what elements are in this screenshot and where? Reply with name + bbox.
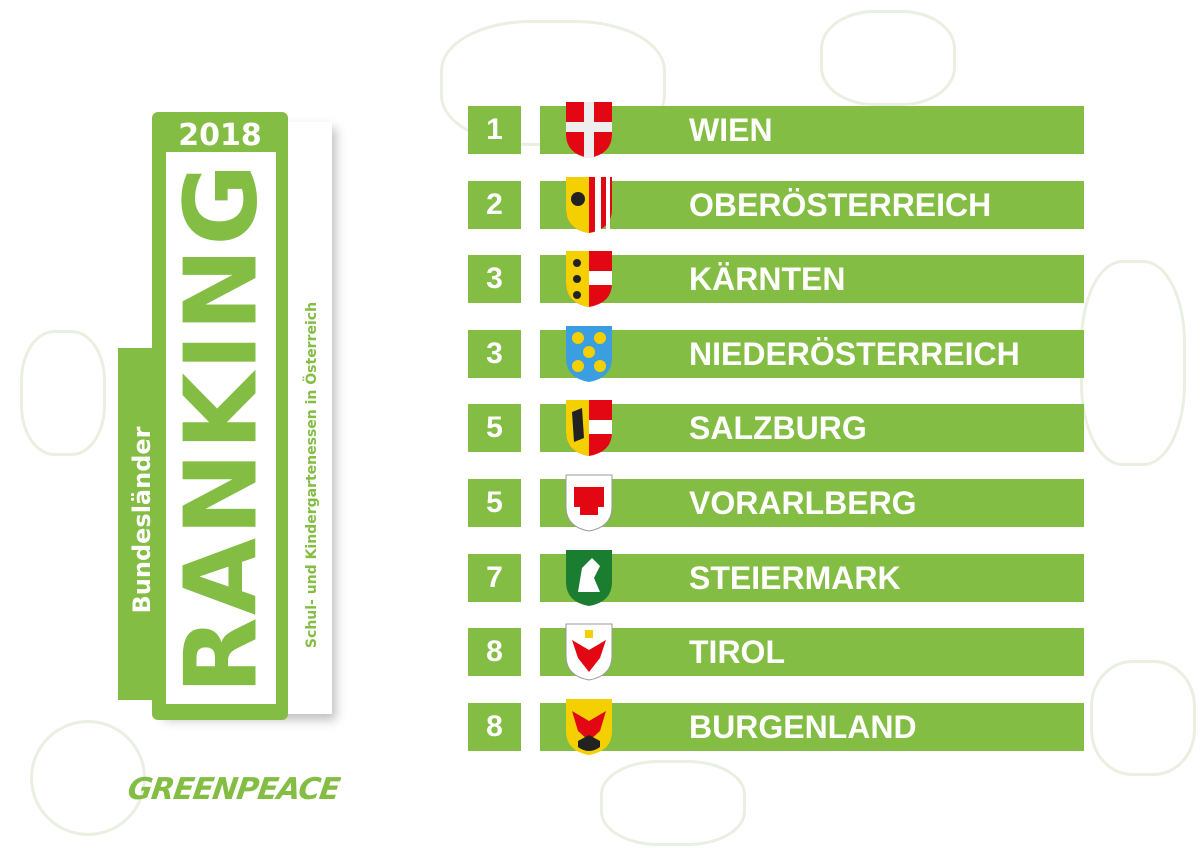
state-bar <box>540 702 1084 751</box>
ranking-row: 8 BURGENLAND <box>468 698 1084 755</box>
state-name: TIROL <box>689 634 785 671</box>
state-bar <box>540 628 1084 677</box>
rank-number: 2 <box>468 180 521 229</box>
sharpener-doodle <box>600 760 746 846</box>
state-name: OBERÖSTERREICH <box>689 186 992 223</box>
state-name: STEIERMARK <box>689 559 901 596</box>
subtitle: Schul- und Kindergartenessen in Österrei… <box>304 301 320 649</box>
rank-number: 7 <box>468 553 521 602</box>
banner-inner <box>166 152 276 704</box>
state-name: WIEN <box>689 112 773 148</box>
rank-number: 3 <box>468 329 521 378</box>
ranking-row: 5 VORARLBERG <box>468 474 1084 532</box>
tirol-crest-icon <box>565 623 613 681</box>
ranking-row: 1 WIEN <box>468 102 1084 158</box>
ranking-row: 7 STEIERMARK <box>468 549 1084 606</box>
state-name: VORARLBERG <box>689 485 917 521</box>
rank-number: 1 <box>468 106 521 154</box>
ranking-row: 8 TIROL <box>468 623 1084 681</box>
state-bar <box>540 180 1084 229</box>
state-name: SALZBURG <box>689 410 867 447</box>
state-name: KÄRNTEN <box>689 261 846 298</box>
protractor-doodle <box>1090 660 1196 776</box>
state-bar <box>540 255 1084 304</box>
ranking-row: 3 NIEDERÖSTERREICH <box>468 325 1084 382</box>
rank-number: 5 <box>468 479 521 527</box>
cake-doodle <box>820 10 956 106</box>
niederoesterreich-crest-icon <box>566 325 612 382</box>
steiermark-crest-icon <box>566 549 612 606</box>
rank-number: 5 <box>468 404 521 453</box>
rank-number: 8 <box>468 702 521 751</box>
kaernten-crest-icon <box>566 251 612 308</box>
salzburg-crest-icon <box>566 400 612 457</box>
ranking-row: 5 SALZBURG <box>468 400 1084 457</box>
globe-doodle <box>30 720 146 836</box>
state-bar <box>540 329 1084 378</box>
ranking-row: 3 KÄRNTEN <box>468 251 1084 308</box>
rank-number: 3 <box>468 255 521 304</box>
ranking-row: 2 OBERÖSTERREICH <box>468 176 1084 233</box>
vorarlberg-crest-icon <box>565 474 613 532</box>
wien-crest-icon <box>566 102 612 158</box>
greenpeace-logo: GREENPEACE <box>125 772 342 807</box>
state-bar <box>540 106 1084 154</box>
burgenland-crest-icon <box>566 698 612 755</box>
oberoesterreich-crest-icon <box>566 176 612 233</box>
year-label: 2018 <box>178 118 262 153</box>
state-name: BURGENLAND <box>689 708 917 745</box>
ruler-doodle <box>1080 260 1186 466</box>
state-bar <box>540 404 1084 453</box>
ranking-title: RANKING <box>162 161 280 695</box>
rank-number: 8 <box>468 628 521 677</box>
state-name: NIEDERÖSTERREICH <box>689 335 1020 372</box>
state-bar <box>540 479 1084 527</box>
lightbulb-doodle <box>20 330 106 456</box>
state-bar <box>540 553 1084 602</box>
